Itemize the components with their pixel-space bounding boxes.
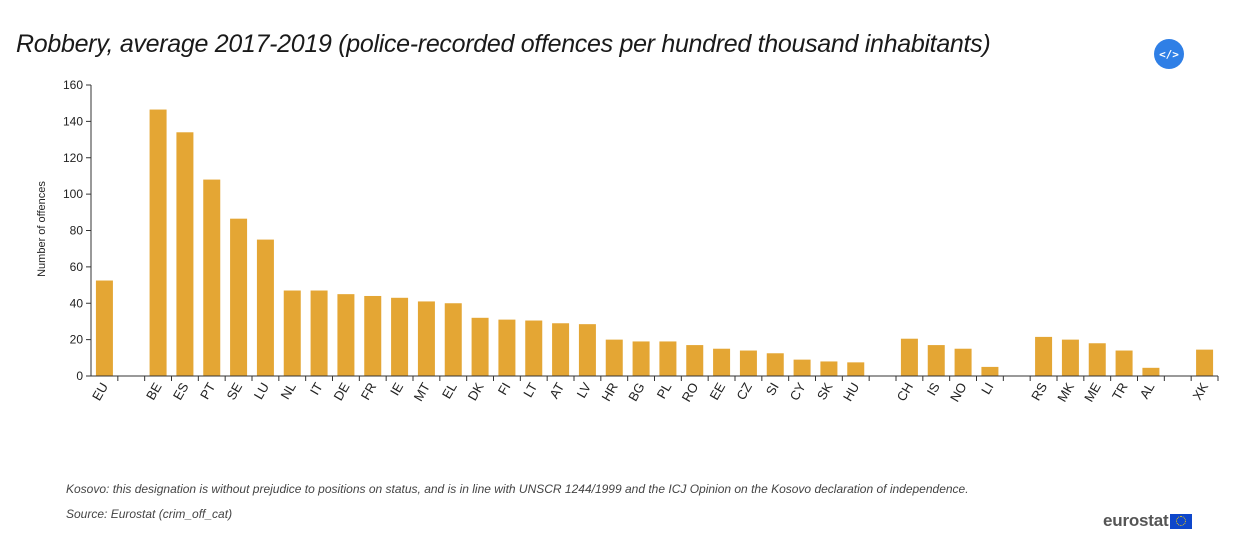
eurostat-logo[interactable]: eurostat bbox=[1103, 511, 1193, 531]
bar-eu[interactable] bbox=[95, 280, 113, 376]
x-tick-label: ES bbox=[170, 380, 192, 403]
bar-mk[interactable] bbox=[1061, 339, 1079, 376]
bar-ro[interactable] bbox=[686, 345, 704, 376]
y-axis: 0 20 40 60 80 100 120 140 160 bbox=[63, 78, 92, 383]
x-tick-label: XK bbox=[1190, 380, 1212, 403]
bar-nl[interactable] bbox=[283, 290, 301, 376]
x-tick-label: FI bbox=[495, 380, 514, 398]
eu-flag-icon bbox=[1170, 513, 1193, 529]
bar-si[interactable] bbox=[766, 353, 784, 376]
kosovo-note: Kosovo: this designation is without prej… bbox=[66, 482, 969, 496]
embed-code-button[interactable]: </> bbox=[1154, 39, 1184, 69]
bar-hr[interactable] bbox=[605, 339, 623, 376]
x-tick-label: IS bbox=[924, 380, 943, 398]
y-tick-label: 60 bbox=[70, 260, 84, 274]
x-tick-label: RS bbox=[1028, 380, 1050, 403]
x-tick-label: LI bbox=[978, 380, 996, 397]
x-tick-label: DK bbox=[465, 380, 487, 403]
x-axis: EU BE ES PT SE LU NL IT DE FR IE MT EL DK FI LT AT LV HR BG… bbox=[89, 375, 1219, 405]
bar-ee[interactable] bbox=[713, 348, 731, 376]
x-tick-label: IT bbox=[307, 380, 326, 398]
x-tick-label: BG bbox=[625, 380, 647, 404]
bar-lv[interactable] bbox=[578, 324, 596, 376]
bar-se[interactable] bbox=[230, 218, 248, 376]
x-tick-label: SE bbox=[224, 380, 246, 403]
x-tick-label: AL bbox=[1137, 380, 1158, 401]
x-tick-label: BE bbox=[143, 380, 165, 403]
x-tick-label: MT bbox=[411, 380, 433, 404]
x-tick-label: EE bbox=[707, 380, 729, 403]
y-tick-label: 20 bbox=[70, 333, 84, 347]
bar-bg[interactable] bbox=[632, 341, 650, 376]
bar-es[interactable] bbox=[176, 132, 194, 376]
bar-pt[interactable] bbox=[203, 179, 221, 376]
bar-be[interactable] bbox=[149, 109, 167, 376]
x-tick-label: NL bbox=[278, 380, 299, 402]
x-tick-label: LU bbox=[251, 380, 272, 402]
bar-is[interactable] bbox=[927, 345, 945, 376]
bar-me[interactable] bbox=[1088, 343, 1106, 376]
y-tick-label: 0 bbox=[76, 369, 83, 383]
bar-it[interactable] bbox=[310, 290, 328, 376]
x-tick-label: MK bbox=[1054, 380, 1077, 405]
bar-lu[interactable] bbox=[256, 239, 274, 376]
bar-cz[interactable] bbox=[739, 350, 757, 376]
code-icon: </> bbox=[1159, 47, 1179, 61]
x-tick-label: LV bbox=[574, 380, 595, 401]
bar-at[interactable] bbox=[552, 323, 570, 376]
bar-xk[interactable] bbox=[1196, 349, 1214, 376]
x-tick-label: ME bbox=[1081, 380, 1104, 405]
x-tick-label: FR bbox=[358, 380, 380, 403]
bar-de[interactable] bbox=[337, 294, 355, 376]
bar-cy[interactable] bbox=[793, 359, 811, 376]
bar-fr[interactable] bbox=[364, 295, 382, 376]
bar-fi[interactable] bbox=[498, 319, 516, 376]
source-note: Source: Eurostat (crim_off_cat) bbox=[66, 507, 233, 521]
y-tick-label: 100 bbox=[63, 187, 83, 201]
bar-tr[interactable] bbox=[1115, 350, 1133, 376]
y-tick-label: 40 bbox=[70, 296, 84, 310]
x-tick-label: PT bbox=[197, 380, 218, 402]
x-tick-label: CZ bbox=[733, 380, 755, 403]
bar-sk[interactable] bbox=[820, 361, 838, 376]
x-tick-label: SI bbox=[763, 380, 782, 398]
bar-lt[interactable] bbox=[525, 320, 543, 376]
bar-li[interactable] bbox=[981, 366, 999, 376]
bars bbox=[95, 109, 1214, 376]
bar-dk[interactable] bbox=[471, 317, 489, 376]
x-tick-label: EL bbox=[439, 380, 460, 401]
bar-no[interactable] bbox=[954, 348, 972, 376]
y-tick-label: 120 bbox=[63, 151, 83, 165]
x-tick-label: CY bbox=[787, 380, 809, 403]
y-tick-label: 80 bbox=[70, 224, 84, 238]
x-tick-label: HU bbox=[840, 380, 862, 404]
bar-rs[interactable] bbox=[1035, 336, 1053, 376]
x-tick-label: NO bbox=[947, 380, 970, 404]
y-tick-label: 140 bbox=[63, 114, 83, 128]
x-tick-label: SK bbox=[814, 380, 836, 403]
x-tick-label: TR bbox=[1109, 380, 1131, 403]
bar-ch[interactable] bbox=[900, 338, 918, 376]
chart-title: Robbery, average 2017-2019 (police-recor… bbox=[16, 30, 991, 58]
x-tick-label: IE bbox=[387, 380, 406, 398]
bar-mt[interactable] bbox=[417, 301, 435, 376]
x-tick-label: LT bbox=[520, 380, 540, 400]
x-tick-label: HR bbox=[598, 380, 620, 404]
y-tick-label: 160 bbox=[63, 78, 83, 92]
x-tick-label: AT bbox=[546, 380, 567, 401]
bar-ie[interactable] bbox=[391, 297, 409, 376]
x-tick-label: RO bbox=[679, 380, 702, 404]
bar-el[interactable] bbox=[444, 303, 462, 376]
bar-chart: 0 20 40 60 80 100 120 140 160 EU BE ES PT SE LU NL IT DE… bbox=[36, 78, 1219, 405]
bar-pl[interactable] bbox=[659, 341, 677, 376]
x-tick-label: CH bbox=[894, 380, 916, 404]
x-tick-label: DE bbox=[330, 380, 352, 403]
y-axis-label: Number of offences bbox=[36, 181, 48, 277]
x-tick-label: EU bbox=[89, 380, 111, 403]
bar-al[interactable] bbox=[1142, 367, 1160, 376]
bar-hu[interactable] bbox=[847, 362, 865, 376]
eurostat-logo-text: eurostat bbox=[1103, 511, 1169, 530]
x-tick-label: PL bbox=[654, 380, 675, 401]
